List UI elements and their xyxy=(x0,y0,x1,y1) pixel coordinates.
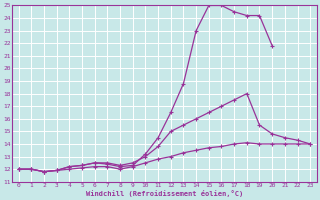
X-axis label: Windchill (Refroidissement éolien,°C): Windchill (Refroidissement éolien,°C) xyxy=(86,190,243,197)
